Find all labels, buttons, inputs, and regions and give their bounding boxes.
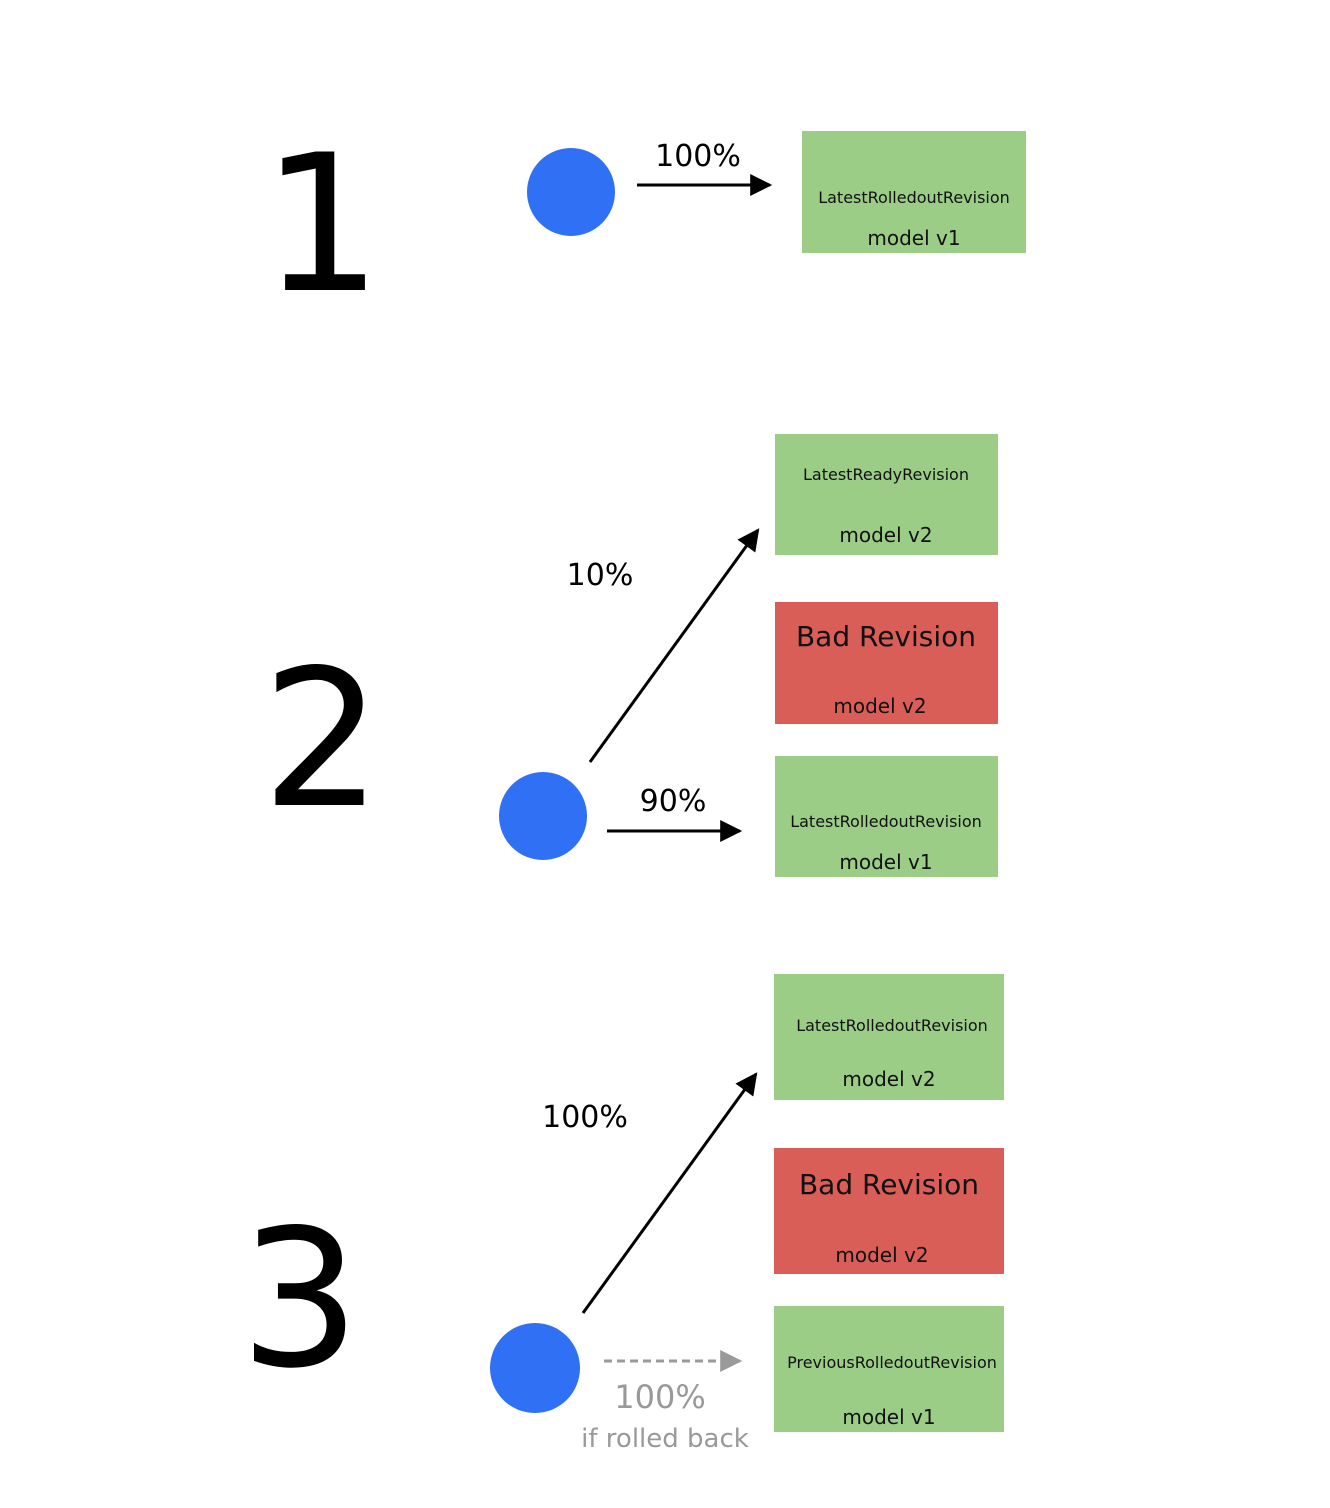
step-2-box-latest-rolledout-subtitle: model v1 xyxy=(839,850,932,874)
step-1-box-latest-rolledout-bg xyxy=(802,131,1026,253)
step-3: 3 100% 100% if rolled back LatestRolledo… xyxy=(240,974,1004,1454)
step-3-box-bad-revision-title: Bad Revision xyxy=(799,1168,979,1201)
step-1-box-latest-rolledout-title: LatestRolledoutRevision xyxy=(818,188,1010,207)
step-2-box-latest-rolledout-bg xyxy=(775,756,998,877)
step-2-box-bad-revision: Bad Revision model v2 xyxy=(775,602,998,724)
step-2-box-latest-rolledout-title: LatestRolledoutRevision xyxy=(790,812,982,831)
step-2-source-node xyxy=(499,772,587,860)
step-2-box-latest-ready-title: LatestReadyRevision xyxy=(803,465,969,484)
step-2-box-bad-revision-title: Bad Revision xyxy=(796,620,976,653)
step-2: 2 10% 90% LatestReadyRevision model v2 B… xyxy=(262,434,998,877)
step-1-arrow-label: 100% xyxy=(655,139,741,174)
step-2-arrow-label-latest-ready: 10% xyxy=(567,558,634,593)
step-3-box-latest-rolledout-subtitle: model v2 xyxy=(842,1067,935,1091)
step-3-box-bad-revision-bg xyxy=(774,1148,1004,1274)
step-3-source-node xyxy=(490,1323,580,1413)
step-3-box-previous-rolledout: PreviousRolledoutRevision model v1 xyxy=(774,1306,1004,1432)
step-2-box-bad-revision-bg xyxy=(775,602,998,724)
step-3-box-bad-revision-subtitle: model v2 xyxy=(835,1243,928,1267)
step-3-arrow-to-latest-rolledout xyxy=(581,1072,758,1314)
step-2-box-latest-ready-bg xyxy=(775,434,998,555)
step-3-rollback-arrow-note: if rolled back xyxy=(581,1424,749,1454)
step-2-box-latest-rolledout: LatestRolledoutRevision model v1 xyxy=(775,756,998,877)
step-3-box-previous-rolledout-subtitle: model v1 xyxy=(842,1405,935,1429)
step-3-number: 3 xyxy=(240,1189,361,1410)
step-3-box-bad-revision: Bad Revision model v2 xyxy=(774,1148,1004,1274)
step-1-box-latest-rolledout: LatestRolledoutRevision model v1 xyxy=(802,131,1026,253)
step-2-box-latest-ready: LatestReadyRevision model v2 xyxy=(775,434,998,555)
step-2-number: 2 xyxy=(262,629,383,850)
step-1: 1 100% LatestRolledoutRevision model v1 xyxy=(262,114,1026,335)
step-3-rollback-arrow-label: 100% xyxy=(614,1378,705,1416)
step-1-number: 1 xyxy=(262,114,383,335)
step-3-arrow-label-latest-rolledout: 100% xyxy=(542,1100,628,1135)
step-3-box-latest-rolledout: LatestRolledoutRevision model v2 xyxy=(774,974,1004,1100)
step-1-source-node xyxy=(527,148,615,236)
step-3-box-latest-rolledout-bg xyxy=(774,974,1004,1100)
step-3-box-previous-rolledout-title: PreviousRolledoutRevision xyxy=(787,1353,997,1372)
step-2-arrow-label-latest-rolledout: 90% xyxy=(640,784,707,819)
step-3-box-latest-rolledout-title: LatestRolledoutRevision xyxy=(796,1016,988,1035)
step-1-box-latest-rolledout-subtitle: model v1 xyxy=(867,226,960,250)
step-3-box-previous-rolledout-bg xyxy=(774,1306,1004,1432)
step-2-box-latest-ready-subtitle: model v2 xyxy=(839,523,932,547)
step-2-box-bad-revision-subtitle: model v2 xyxy=(833,694,926,718)
step-2-arrow-to-latest-ready xyxy=(588,528,760,763)
